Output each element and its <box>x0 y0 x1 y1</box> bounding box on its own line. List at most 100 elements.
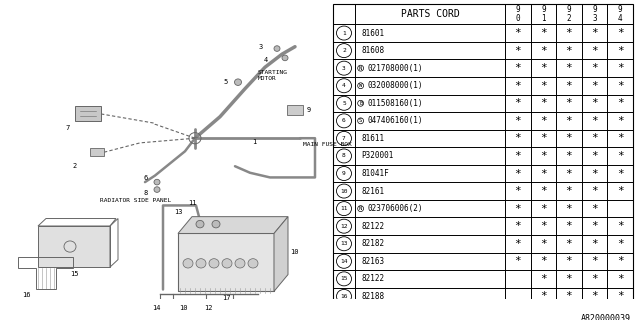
Text: 6: 6 <box>144 175 148 181</box>
Text: 10: 10 <box>340 188 348 194</box>
Text: *: * <box>566 186 572 196</box>
Text: *: * <box>617 151 623 161</box>
Text: 11: 11 <box>188 200 196 206</box>
Text: *: * <box>540 186 547 196</box>
Text: 82182: 82182 <box>361 239 384 248</box>
Text: *: * <box>515 46 521 56</box>
Text: *: * <box>566 169 572 179</box>
Text: 9
4: 9 4 <box>618 5 623 23</box>
Circle shape <box>234 79 241 85</box>
Text: *: * <box>617 81 623 91</box>
Text: *: * <box>566 221 572 231</box>
Text: *: * <box>566 292 572 301</box>
Text: *: * <box>540 221 547 231</box>
Text: *: * <box>540 63 547 73</box>
Text: *: * <box>515 28 521 38</box>
Text: *: * <box>566 133 572 143</box>
Bar <box>333 4 633 305</box>
Text: *: * <box>515 151 521 161</box>
Text: *: * <box>566 151 572 161</box>
Text: *: * <box>566 274 572 284</box>
Text: *: * <box>617 63 623 73</box>
Text: 17: 17 <box>221 295 230 301</box>
Text: 14: 14 <box>340 259 348 264</box>
Text: *: * <box>540 239 547 249</box>
Text: *: * <box>566 98 572 108</box>
Text: *: * <box>515 221 521 231</box>
Circle shape <box>154 179 160 185</box>
Text: 15: 15 <box>70 271 78 277</box>
Text: B: B <box>359 101 362 106</box>
Text: *: * <box>540 292 547 301</box>
Text: *: * <box>617 28 623 38</box>
Text: *: * <box>591 28 598 38</box>
Text: *: * <box>617 239 623 249</box>
Text: 9: 9 <box>307 107 311 113</box>
Text: 1: 1 <box>252 139 256 145</box>
Text: *: * <box>540 169 547 179</box>
Text: *: * <box>591 46 598 56</box>
Text: *: * <box>515 204 521 214</box>
Text: *: * <box>591 98 598 108</box>
Text: *: * <box>515 116 521 126</box>
Text: 032008000(1): 032008000(1) <box>367 81 422 90</box>
Text: 9: 9 <box>342 171 346 176</box>
Circle shape <box>196 220 204 228</box>
Text: 7: 7 <box>66 125 70 131</box>
Polygon shape <box>178 217 288 234</box>
Text: *: * <box>617 98 623 108</box>
Text: 1: 1 <box>342 30 346 36</box>
Text: *: * <box>591 169 598 179</box>
Text: 4: 4 <box>264 57 268 63</box>
Text: MAIN FUSE BOX: MAIN FUSE BOX <box>303 142 352 147</box>
Text: 2: 2 <box>342 48 346 53</box>
Text: *: * <box>591 63 598 73</box>
Text: 13: 13 <box>175 209 183 215</box>
Bar <box>287 105 303 115</box>
Text: P320001: P320001 <box>361 151 394 160</box>
Text: *: * <box>591 204 598 214</box>
Text: *: * <box>591 239 598 249</box>
Text: 3: 3 <box>342 66 346 71</box>
Text: *: * <box>540 133 547 143</box>
Text: *: * <box>540 256 547 266</box>
Text: *: * <box>515 256 521 266</box>
Text: *: * <box>617 221 623 231</box>
Bar <box>178 234 274 292</box>
Text: S: S <box>359 118 362 123</box>
Circle shape <box>222 259 232 268</box>
Text: 16: 16 <box>22 292 30 298</box>
Text: *: * <box>540 46 547 56</box>
Text: *: * <box>515 239 521 249</box>
Bar <box>38 226 110 267</box>
Text: *: * <box>515 133 521 143</box>
Text: *: * <box>515 81 521 91</box>
Text: 82122: 82122 <box>361 274 384 283</box>
Text: 6: 6 <box>342 118 346 123</box>
Text: *: * <box>617 116 623 126</box>
Text: *: * <box>566 256 572 266</box>
Text: *: * <box>515 63 521 73</box>
Text: 81041F: 81041F <box>361 169 388 178</box>
Text: 12: 12 <box>204 305 212 311</box>
Text: 11: 11 <box>340 206 348 211</box>
Text: 7: 7 <box>342 136 346 141</box>
Text: *: * <box>540 204 547 214</box>
Text: *: * <box>540 116 547 126</box>
Text: 12: 12 <box>340 224 348 229</box>
Text: +: + <box>192 135 198 141</box>
Text: *: * <box>540 28 547 38</box>
Text: 16: 16 <box>340 294 348 299</box>
Text: W: W <box>359 83 362 88</box>
Text: 81608: 81608 <box>361 46 384 55</box>
Text: *: * <box>566 63 572 73</box>
Text: STARTING
MOTOR: STARTING MOTOR <box>258 70 288 81</box>
Text: 3: 3 <box>259 44 263 50</box>
Text: 5: 5 <box>342 101 346 106</box>
Bar <box>75 107 101 121</box>
Bar <box>90 148 104 156</box>
Text: 13: 13 <box>340 241 348 246</box>
Circle shape <box>154 187 160 192</box>
Text: 14: 14 <box>152 305 160 311</box>
Text: *: * <box>591 151 598 161</box>
